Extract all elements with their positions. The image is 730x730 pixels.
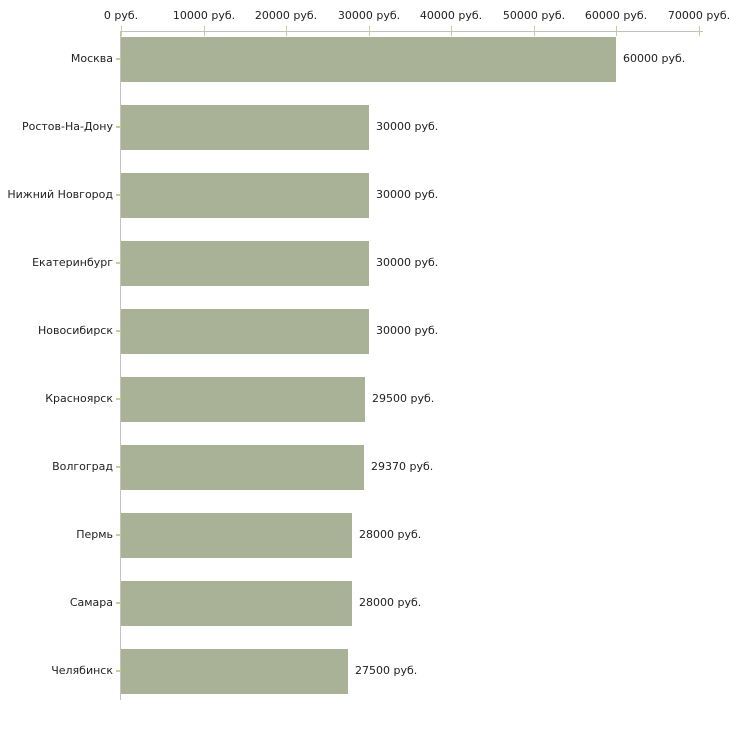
category-label: Пермь	[76, 528, 113, 541]
x-tick-label: 60000 руб.	[584, 9, 648, 22]
x-tick	[121, 26, 122, 36]
category-tick	[116, 262, 125, 264]
value-label: 28000 руб.	[359, 528, 422, 541]
bar	[121, 309, 369, 354]
value-label: 60000 руб.	[623, 52, 686, 65]
x-tick	[369, 26, 370, 36]
value-label: 30000 руб.	[376, 324, 439, 337]
x-tick-label: 70000 руб.	[667, 9, 730, 22]
bar	[121, 173, 369, 218]
x-tick	[534, 26, 535, 36]
category-tick	[116, 670, 125, 672]
category-label: Ростов-На-Дону	[21, 120, 113, 133]
category-label: Нижний Новгород	[7, 188, 113, 201]
category-tick	[116, 602, 125, 604]
category-label: Челябинск	[51, 664, 113, 677]
x-tick	[204, 26, 205, 36]
category-label: Новосибирск	[37, 324, 113, 337]
category-label: Москва	[70, 52, 113, 65]
bar	[121, 241, 369, 286]
x-tick	[616, 26, 617, 36]
value-label: 28000 руб.	[359, 596, 422, 609]
category-tick	[116, 534, 125, 536]
category-tick	[116, 398, 125, 400]
category-tick	[116, 194, 125, 196]
x-tick-label: 20000 руб.	[254, 9, 318, 22]
bar	[121, 513, 352, 558]
x-tick-label: 10000 руб.	[172, 9, 236, 22]
category-label: Красноярск	[45, 392, 113, 405]
x-axis-line	[121, 31, 703, 32]
x-tick-label: 40000 руб.	[419, 9, 483, 22]
x-tick	[451, 26, 452, 36]
value-label: 27500 руб.	[355, 664, 418, 677]
value-label: 30000 руб.	[376, 120, 439, 133]
category-tick	[116, 466, 125, 468]
category-label: Волгоград	[52, 460, 113, 473]
bar	[121, 105, 369, 150]
category-label: Екатеринбург	[32, 256, 113, 269]
bar	[121, 37, 616, 82]
category-tick	[116, 330, 125, 332]
value-label: 30000 руб.	[376, 188, 439, 201]
bar	[121, 581, 352, 626]
bar	[121, 445, 364, 490]
y-axis-line	[120, 31, 121, 700]
x-tick-label: 0 руб.	[103, 9, 139, 22]
bar	[121, 377, 365, 422]
x-tick-label: 30000 руб.	[337, 9, 401, 22]
bar	[121, 649, 348, 694]
x-tick	[699, 26, 700, 36]
value-label: 29500 руб.	[372, 392, 435, 405]
category-tick	[116, 58, 125, 60]
value-label: 29370 руб.	[371, 460, 434, 473]
x-tick	[286, 26, 287, 36]
value-label: 30000 руб.	[376, 256, 439, 269]
x-tick-label: 50000 руб.	[502, 9, 566, 22]
category-label: Самара	[69, 596, 113, 609]
category-tick	[116, 126, 125, 128]
